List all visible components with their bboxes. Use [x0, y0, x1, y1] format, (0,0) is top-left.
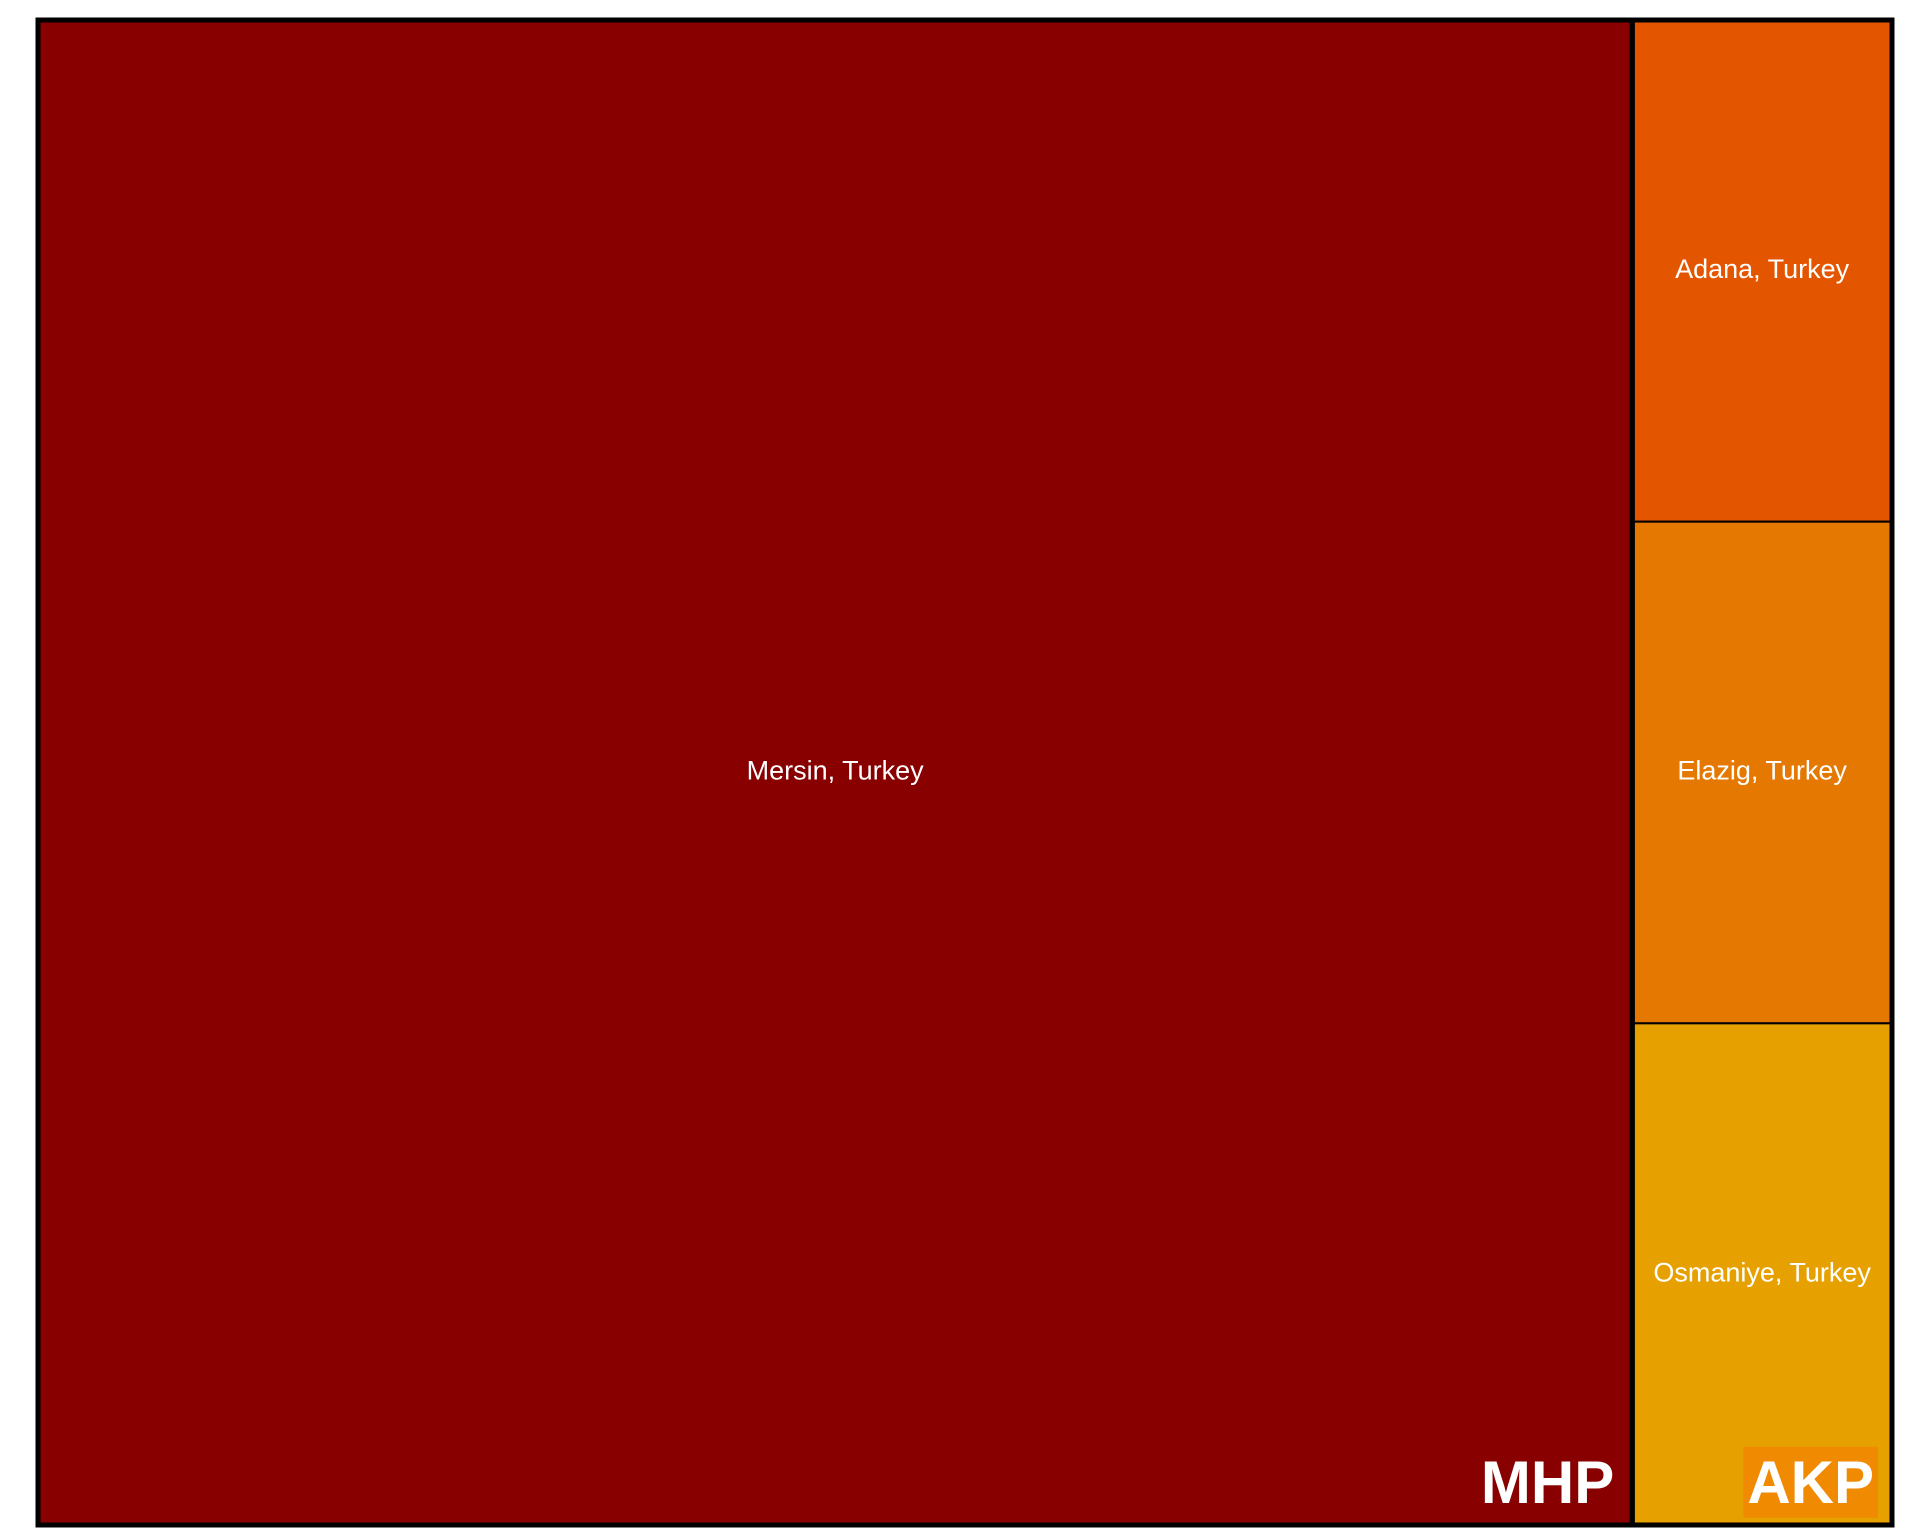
treemap-cell-label-mersin-turkey: Mersin, Turkey: [747, 756, 925, 786]
group-label-background-mhp: [1476, 1446, 1619, 1518]
treemap-cell-elazig-turkey: [1631, 520, 1893, 1025]
treemap-group-akp: [1629, 17, 1895, 1528]
treemap-cell-label-elazig-turkey: Elazig, Turkey: [1677, 756, 1847, 786]
group-label-mhp: MHP: [1481, 1449, 1614, 1516]
treemap-cell-mersin-turkey: [37, 19, 1634, 1526]
treemap-leaves: Mersin, Turkey Adana, Turkey Elazig, Turke…: [37, 19, 1893, 1526]
treemap-cell-label-osmaniye-turkey: Osmaniye, Turkey: [1653, 1257, 1871, 1287]
treemap-group-labels: MHP AKP: [1476, 1446, 1878, 1518]
treemap-cell-adana-turkey: [1631, 19, 1893, 523]
treemap-group-borders: [35, 17, 1895, 1528]
group-label-akp: AKP: [1747, 1449, 1874, 1516]
group-label-background-akp: [1743, 1446, 1878, 1518]
treemap-cell-osmaniye-turkey: [1631, 1022, 1893, 1526]
treemap-cell-label-adana-turkey: Adana, Turkey: [1675, 254, 1850, 284]
